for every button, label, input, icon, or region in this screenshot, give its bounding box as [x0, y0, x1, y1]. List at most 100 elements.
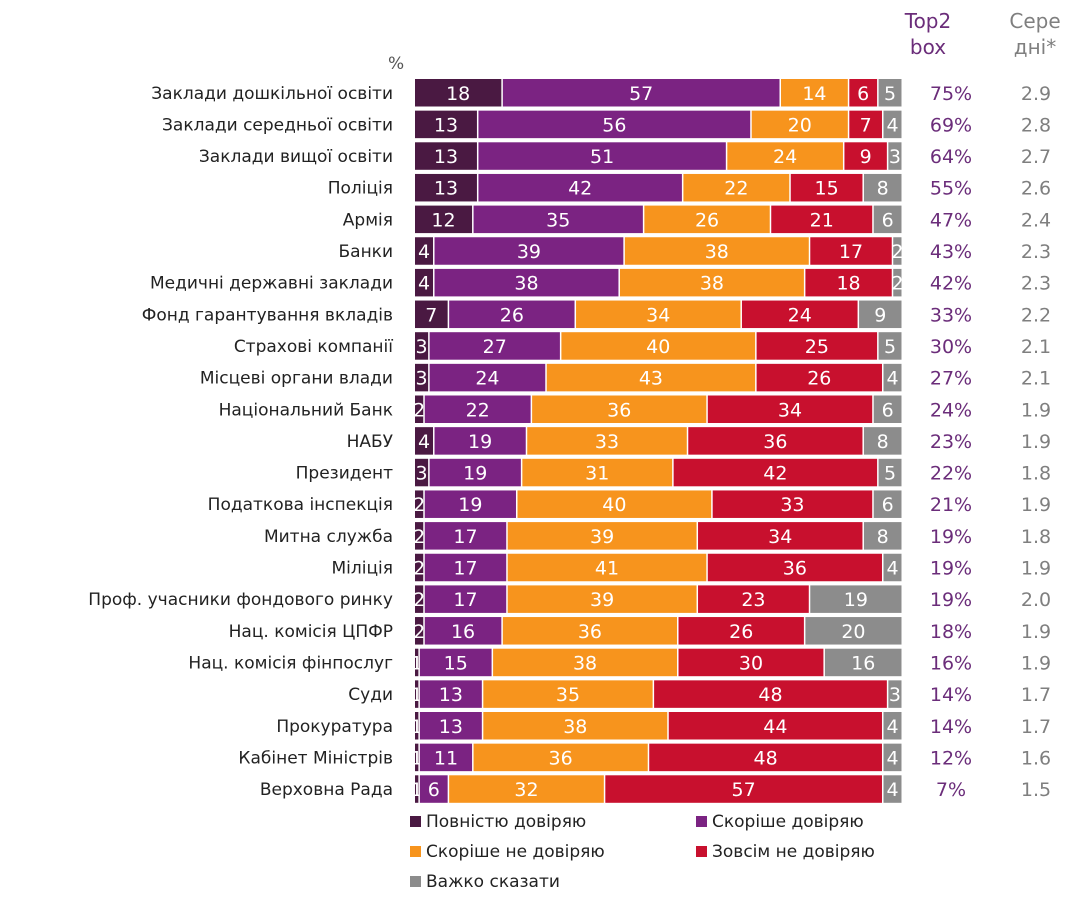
- data-label: 1: [411, 747, 423, 769]
- bar-segment: [810, 237, 892, 265]
- category-label: Міліція: [331, 559, 393, 579]
- bar-segment: [741, 300, 858, 329]
- category-label: Суди: [348, 685, 393, 705]
- bar-segment: [424, 617, 502, 645]
- data-label: 34: [778, 399, 802, 421]
- bar-segment: [478, 173, 682, 202]
- top2-value: 12%: [930, 747, 972, 769]
- legend-swatch: [410, 816, 421, 827]
- category-label: Армія: [343, 210, 393, 230]
- bar-segment: [756, 332, 878, 360]
- bar-segment: [790, 173, 863, 202]
- bar-segment: [751, 110, 848, 139]
- top2-value: 55%: [930, 178, 972, 200]
- legend-item: Зовсім не довіряю: [696, 842, 875, 862]
- top2-value: 14%: [930, 684, 972, 706]
- data-label: 4: [886, 747, 898, 769]
- bar-segment: [507, 522, 697, 550]
- data-label: 43: [639, 368, 663, 390]
- top2-value: 43%: [930, 241, 972, 263]
- bar-segment: [805, 268, 892, 297]
- bar-segment: [478, 110, 751, 139]
- data-label: 13: [434, 146, 458, 168]
- bar-segment: [415, 142, 477, 170]
- legend-label: Важко сказати: [426, 872, 560, 892]
- bar-segment: [727, 142, 843, 170]
- data-label: 6: [882, 494, 894, 516]
- bar-segment: [883, 363, 902, 392]
- top2-value: 16%: [930, 652, 972, 674]
- data-label: 19: [468, 431, 492, 453]
- data-label: 3: [416, 368, 428, 390]
- data-label: 17: [453, 589, 477, 611]
- bar-segment: [849, 79, 878, 107]
- data-label: 3: [889, 684, 901, 706]
- bar-segment: [434, 268, 619, 297]
- data-label: 2: [413, 558, 425, 580]
- legend-swatch: [410, 846, 421, 857]
- bar-segment: [415, 553, 424, 582]
- category-label: Прокуратура: [276, 717, 393, 737]
- bar-segment: [429, 332, 560, 360]
- data-label: 24: [773, 146, 797, 168]
- bar-segment: [434, 237, 624, 265]
- category-label: Проф. учасники фондового ринку: [88, 590, 393, 610]
- top2-header: Top2 box: [904, 9, 952, 59]
- top2-value: 33%: [930, 304, 972, 326]
- category-label: НАБУ: [347, 432, 394, 452]
- data-label: 24: [475, 368, 499, 390]
- bar-segment: [624, 237, 809, 265]
- bar-segment: [415, 775, 419, 803]
- data-label: 13: [434, 178, 458, 200]
- data-label: 4: [418, 241, 430, 263]
- data-label: 17: [453, 558, 477, 580]
- data-label: 13: [439, 684, 463, 706]
- data-label: 44: [763, 716, 787, 738]
- bar-segment: [419, 712, 482, 740]
- data-label: 1: [411, 779, 423, 801]
- bar-segment: [517, 490, 712, 518]
- bar-segment: [419, 648, 492, 677]
- bar-segment: [527, 427, 687, 455]
- data-label: 36: [763, 431, 787, 453]
- data-label: 26: [807, 368, 831, 390]
- bar-segment: [449, 300, 575, 329]
- data-label: 9: [860, 146, 872, 168]
- bar-segment: [415, 237, 434, 265]
- data-label: 12: [431, 209, 455, 231]
- category-label: Митна служба: [264, 527, 393, 547]
- bar-segment: [712, 490, 873, 518]
- legend-item: Скоріше не довіряю: [410, 842, 605, 862]
- bar-segment: [805, 617, 902, 645]
- bar-segment: [644, 205, 770, 234]
- bar-segment: [419, 775, 448, 803]
- data-label: 4: [886, 368, 898, 390]
- data-label: 19: [463, 463, 487, 485]
- legend-label: Скоріше не довіряю: [426, 842, 605, 862]
- mean-value: 2.2: [1021, 304, 1051, 326]
- mean-value: 2.0: [1021, 589, 1051, 611]
- category-label: Податкова інспекція: [208, 495, 393, 515]
- bar-segment: [888, 680, 902, 708]
- data-label: 4: [886, 716, 898, 738]
- bar-segment: [883, 553, 902, 582]
- data-label: 1: [411, 716, 423, 738]
- data-label: 14: [802, 83, 826, 105]
- mean-value: 2.4: [1021, 209, 1051, 231]
- mean-value: 1.5: [1021, 779, 1051, 801]
- data-label: 2: [413, 589, 425, 611]
- top2-value: 18%: [930, 621, 972, 643]
- mean-value: 1.7: [1021, 684, 1051, 706]
- data-label: 22: [466, 399, 490, 421]
- mean-value: 1.8: [1021, 526, 1051, 548]
- top2-value: 7%: [936, 779, 966, 801]
- top2-value: 21%: [930, 494, 972, 516]
- data-label: 20: [841, 621, 865, 643]
- bar-segment: [649, 743, 882, 772]
- bar-segment: [502, 617, 678, 645]
- category-label: Страхові компанії: [234, 337, 393, 357]
- bar-segment: [415, 205, 473, 234]
- legend-item: Важко сказати: [410, 872, 560, 892]
- data-label: 48: [758, 684, 782, 706]
- bar-segment: [781, 79, 848, 107]
